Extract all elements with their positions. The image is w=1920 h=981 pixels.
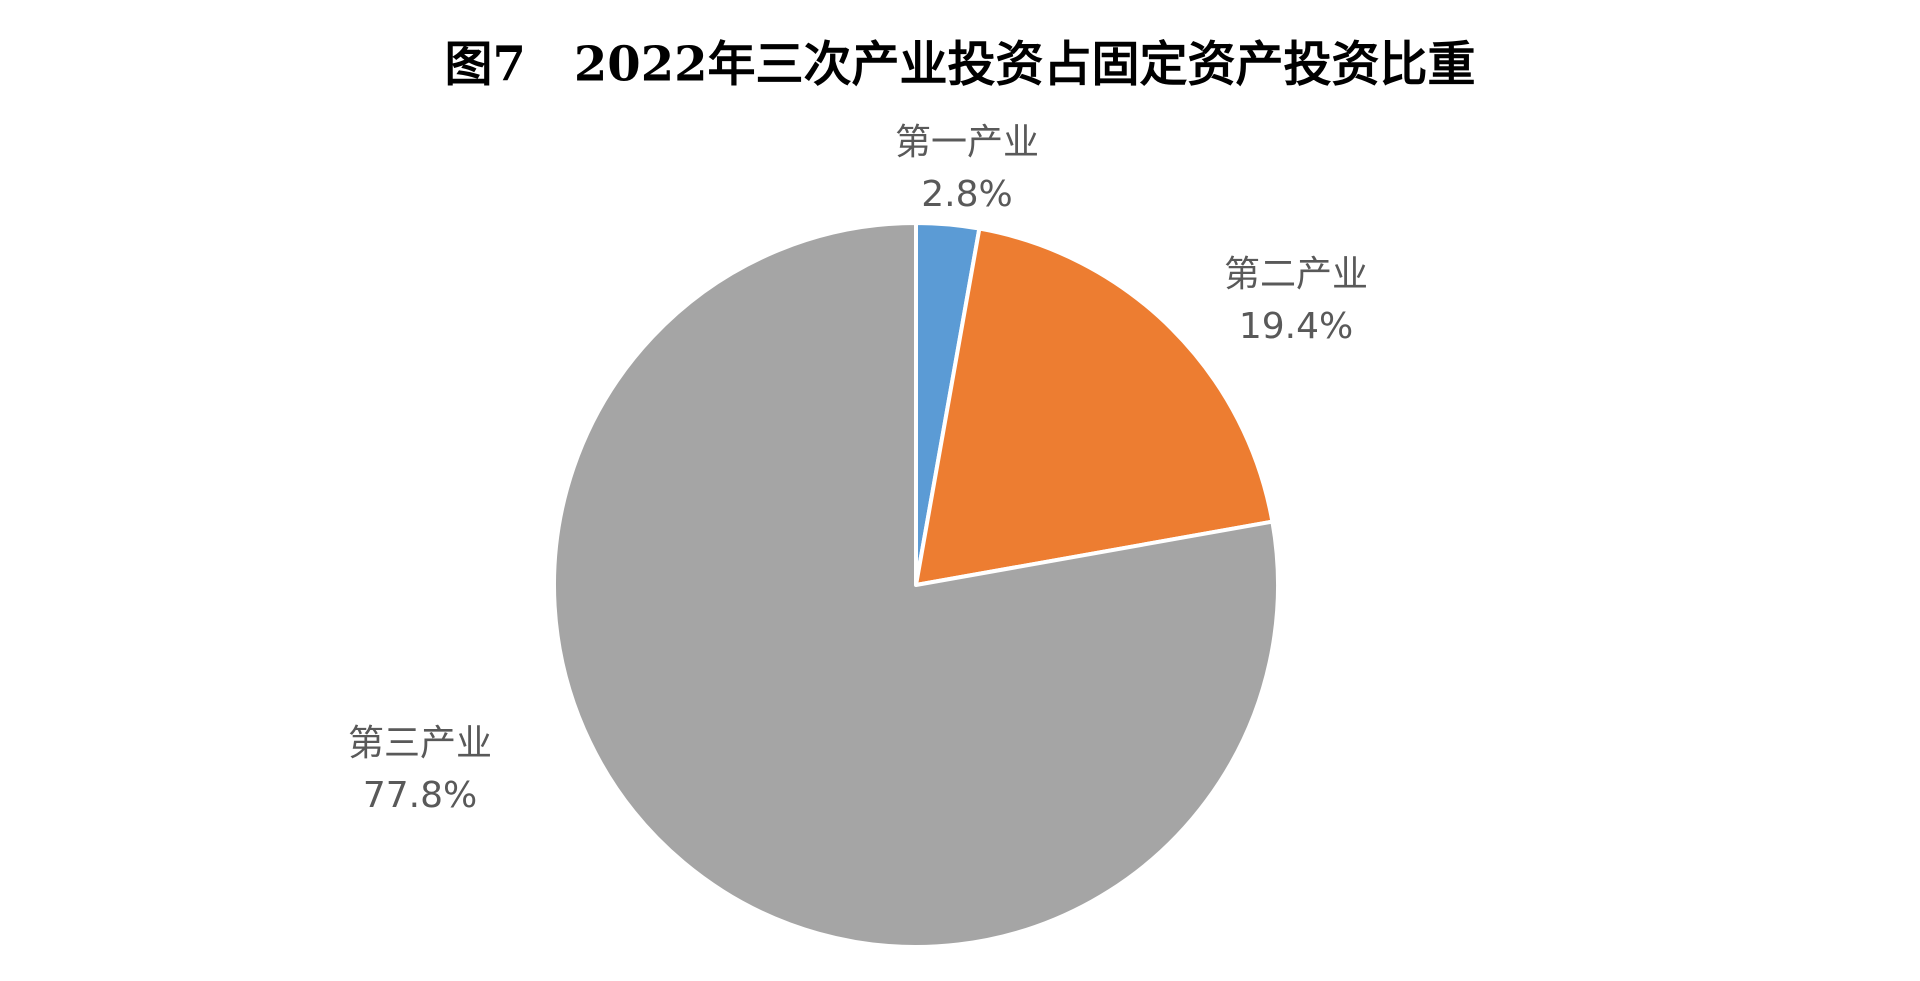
slice-value-label: 19.4% xyxy=(1239,306,1353,347)
slice-category-label: 第一产业 xyxy=(895,122,1039,163)
slice-value-label: 2.8% xyxy=(921,174,1012,215)
chart-title: 图7 2022年三次产业投资占固定资产投资比重 xyxy=(445,37,1476,93)
slice-category-label: 第二产业 xyxy=(1224,254,1368,295)
pie-slice xyxy=(551,221,1280,949)
slice-category-label: 第三产业 xyxy=(348,723,492,764)
pie-slice xyxy=(914,226,1275,587)
slice-value-label: 77.8% xyxy=(363,775,477,816)
